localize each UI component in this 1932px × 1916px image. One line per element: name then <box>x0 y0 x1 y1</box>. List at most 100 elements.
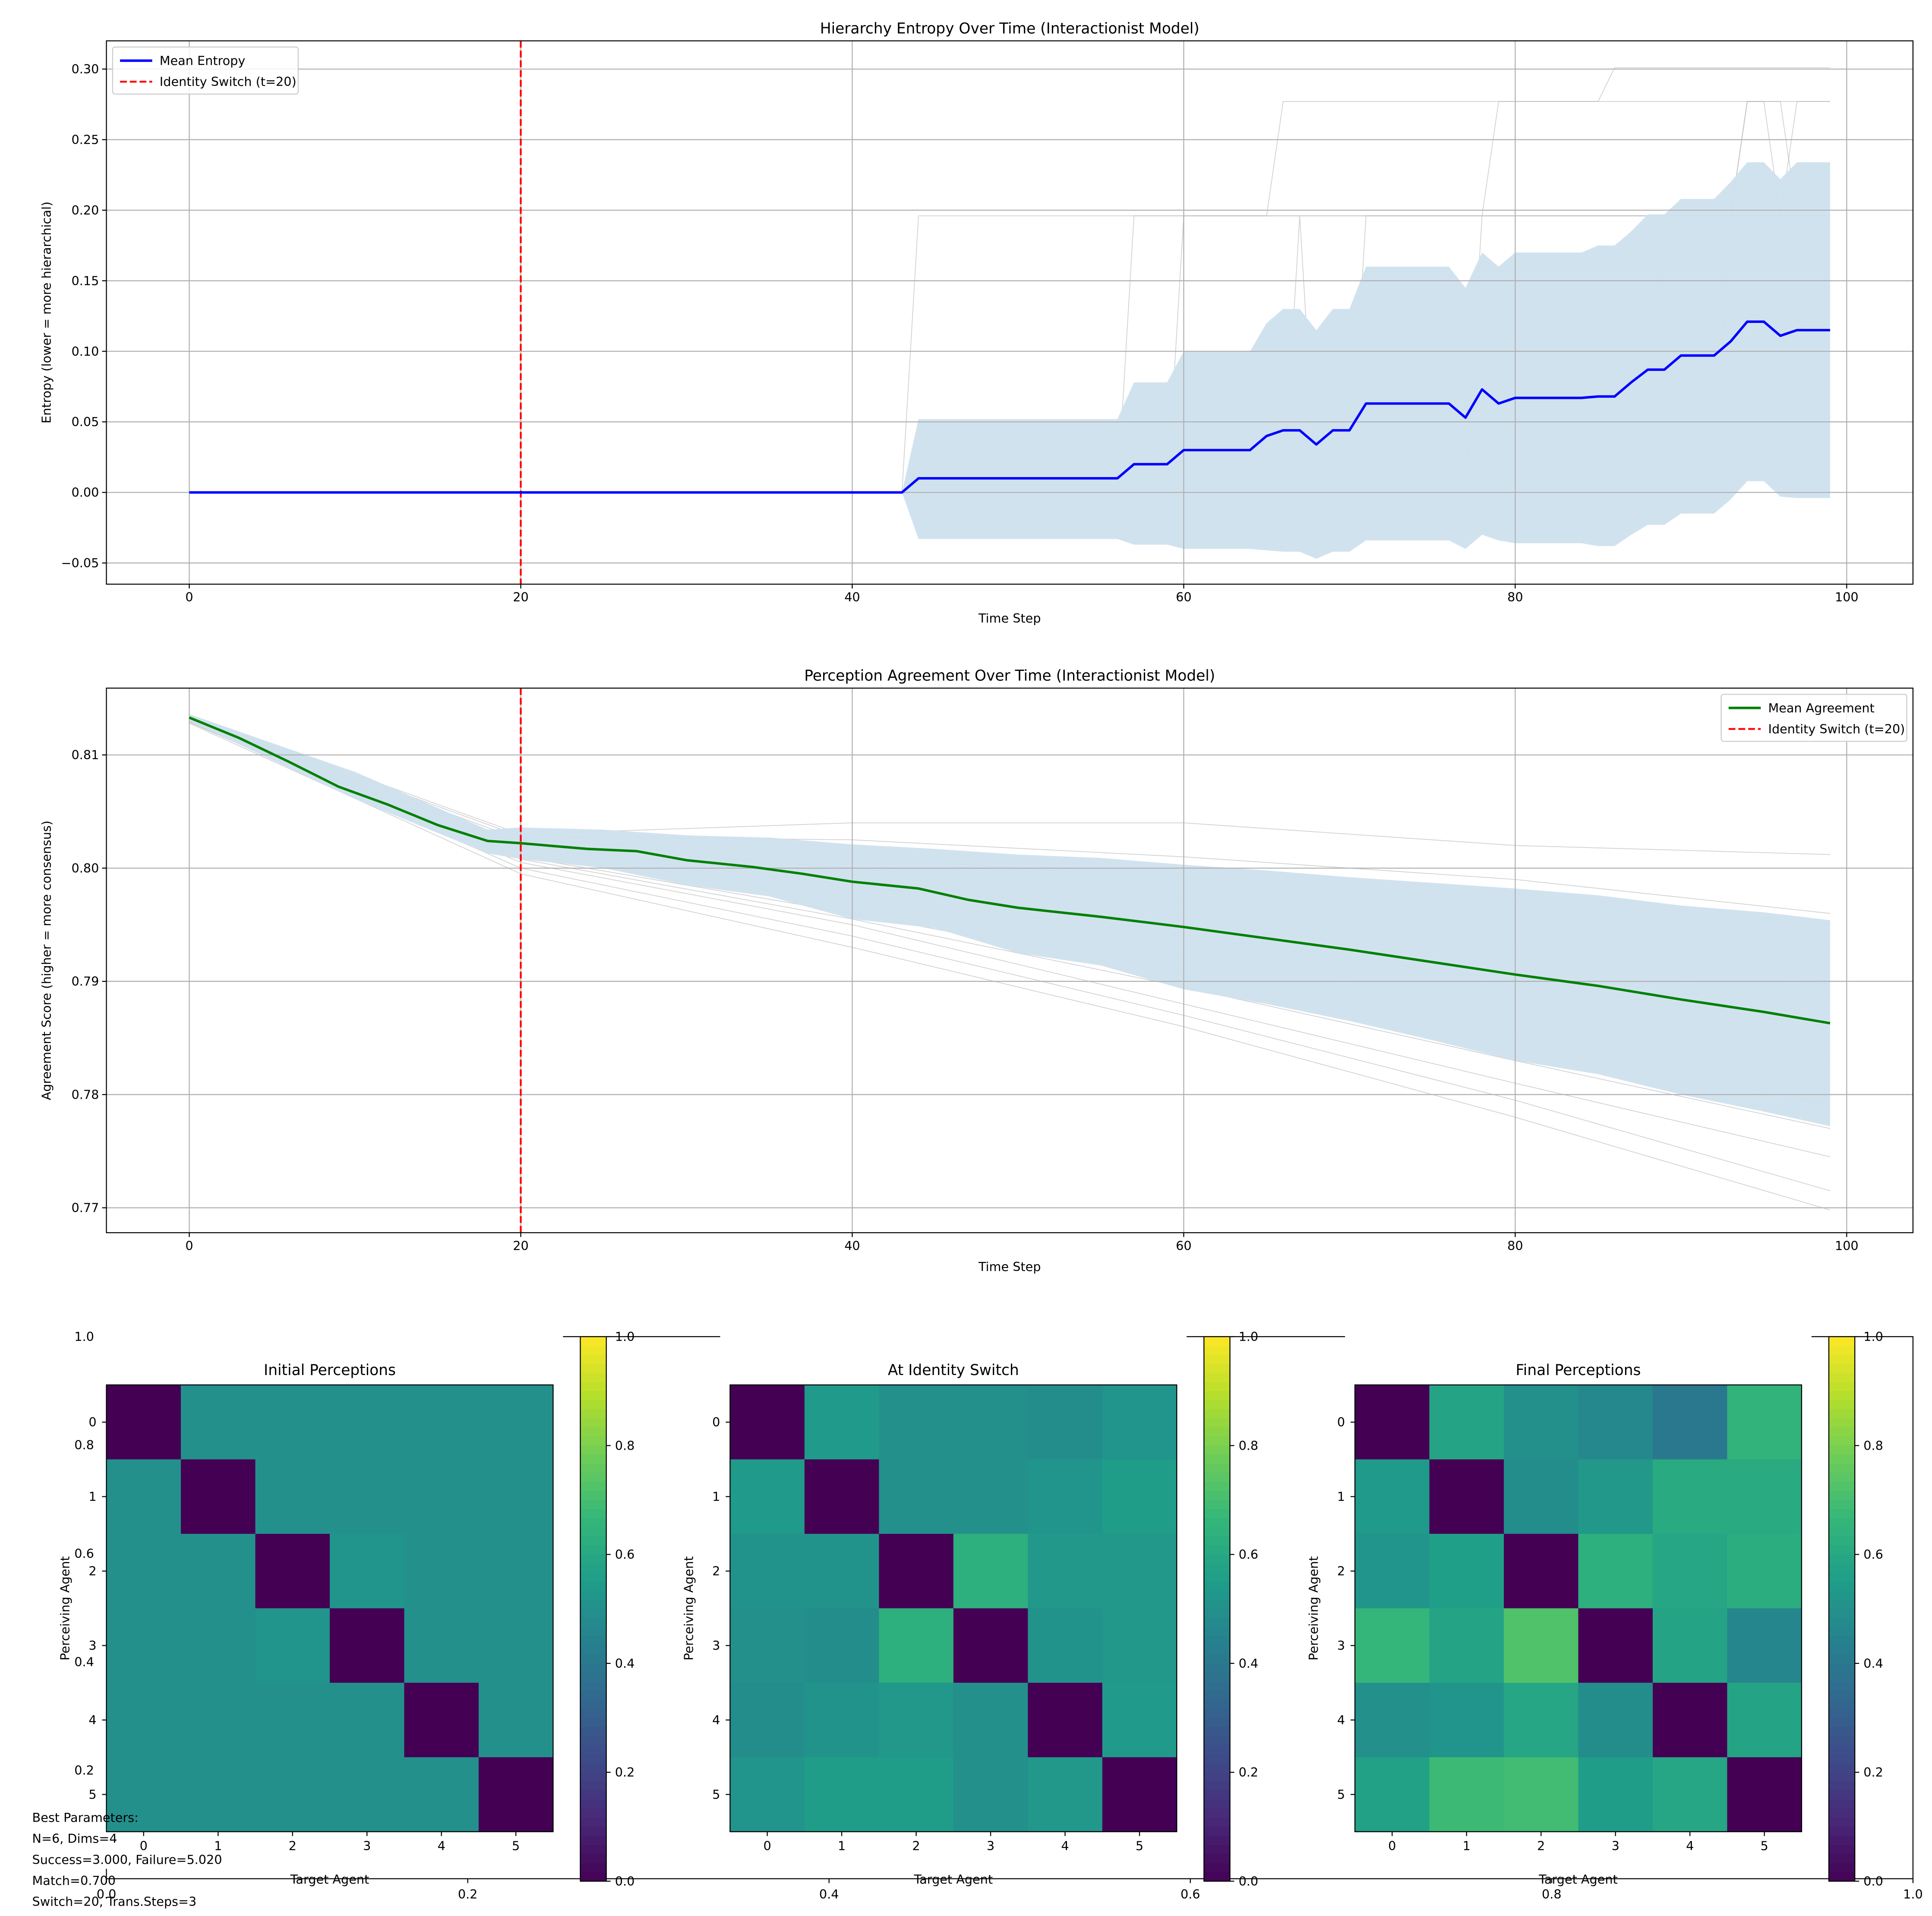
switch-cell-3-5 <box>1102 1608 1178 1683</box>
final-cell-5-2 <box>1503 1757 1579 1832</box>
final-cell-0-3 <box>1578 1385 1653 1460</box>
switch-cell-3-1 <box>804 1608 880 1683</box>
initial-cell-0-2 <box>255 1385 330 1460</box>
switch-ytick-label-5: 5 <box>712 1787 720 1802</box>
initial-cell-1-0 <box>106 1459 181 1534</box>
switch-colorbar-frame <box>1203 1336 1231 1882</box>
initial-colorbar-step-14 <box>580 1464 606 1473</box>
overlay-xtick-label-3: 0.6 <box>1181 1887 1200 1902</box>
initial-cell-0-3 <box>329 1385 405 1460</box>
initial-colorbar-step-22 <box>580 1536 606 1546</box>
final-cell-1-4 <box>1652 1459 1728 1534</box>
params-line-1: N=6, Dims=4 <box>32 1831 117 1846</box>
initial-colorbar-step-23 <box>580 1545 606 1555</box>
switch-colorbar-step-53 <box>1204 1818 1230 1827</box>
initial-cell-2-1 <box>181 1533 256 1609</box>
initial-ytick-label-1: 1 <box>88 1489 96 1504</box>
initial-colorbar-step-40 <box>580 1699 606 1710</box>
initial-cell-2-4 <box>404 1533 479 1609</box>
final-cell-4-4 <box>1652 1682 1728 1758</box>
final-colorbar-step-5 <box>1828 1382 1855 1392</box>
initial-title: Initial Perceptions <box>264 1362 396 1379</box>
final-colorbar-step-26 <box>1828 1572 1855 1582</box>
final-cell-0-1 <box>1429 1385 1504 1460</box>
initial-cell-2-5 <box>478 1533 554 1609</box>
switch-cell-0-5 <box>1102 1385 1178 1460</box>
final-colorbar-step-19 <box>1828 1509 1855 1519</box>
final-xtick-label-1: 1 <box>1463 1839 1471 1853</box>
final-colorbar-label-5: 1.0 <box>1863 1329 1883 1344</box>
initial-colorbar-step-50 <box>580 1790 606 1800</box>
figure-root: 0 20 40 60 80 100−0.050.000.050.100.150.200.2… <box>32 20 1923 1909</box>
final-colorbar-step-37 <box>1828 1672 1855 1682</box>
initial-ytick-label-0: 0 <box>88 1415 96 1429</box>
initial-frame <box>106 1384 554 1832</box>
params-line-3: Match=0.700 <box>32 1873 116 1888</box>
final-cell-3-3 <box>1578 1608 1653 1683</box>
final-cell-0-4 <box>1652 1385 1728 1460</box>
final-colorbar-step-29 <box>1828 1600 1855 1609</box>
initial-colorbar-step-55 <box>580 1836 606 1846</box>
switch-colorbar-step-35 <box>1204 1654 1230 1664</box>
final-colorbar-step-57 <box>1828 1854 1855 1864</box>
initial-colorbar-step-21 <box>580 1527 606 1537</box>
switch-colorbar-step-14 <box>1204 1464 1230 1473</box>
agreement-ytick-label-3: 0.80 <box>72 861 99 876</box>
initial-colorbar-frame <box>580 1336 607 1882</box>
initial-colorbar-step-11 <box>580 1436 606 1446</box>
final-colorbar-step-56 <box>1828 1845 1855 1855</box>
switch-colorbar-step-17 <box>1204 1491 1230 1501</box>
switch-colorbar-step-44 <box>1204 1736 1230 1746</box>
switch-colorbar-step-47 <box>1204 1763 1230 1773</box>
initial-cell-5-1 <box>181 1757 256 1832</box>
switch-colorbar-label-2: 0.4 <box>1239 1656 1259 1671</box>
initial-colorbar-step-17 <box>580 1491 606 1501</box>
initial-cell-0-4 <box>404 1385 479 1460</box>
final-colorbar-step-2 <box>1828 1355 1855 1365</box>
final-ytick-label-2: 2 <box>1337 1564 1345 1578</box>
initial-xtick-label-3: 3 <box>363 1839 371 1853</box>
initial-colorbar-step-25 <box>580 1563 606 1573</box>
initial-colorbar-step-24 <box>580 1554 606 1564</box>
final-cell-4-2 <box>1503 1682 1579 1758</box>
final-colorbar-step-13 <box>1828 1454 1855 1464</box>
initial-cell-3-1 <box>181 1608 256 1683</box>
initial-colorbar-step-49 <box>580 1781 606 1791</box>
switch-colorbar-step-6 <box>1204 1391 1230 1401</box>
entropy-ytick-label-2: 0.05 <box>72 414 99 429</box>
final-colorbar-step-48 <box>1828 1772 1855 1782</box>
final-colorbar-step-36 <box>1828 1663 1855 1673</box>
final-colorbar-step-53 <box>1828 1818 1855 1827</box>
initial-colorbar-step-51 <box>580 1799 606 1809</box>
entropy-title: Hierarchy Entropy Over Time (Interaction… <box>820 20 1200 37</box>
switch-colorbar-step-2 <box>1204 1355 1230 1365</box>
agreement-xtick-label-2: 40 <box>844 1238 860 1253</box>
initial-colorbar-step-44 <box>580 1736 606 1746</box>
entropy-chart: 0 20 40 60 80 100 −0.05 0.00 0.05 0.10 0.15 0.20 0.2… <box>39 20 1914 626</box>
final-colorbar-step-42 <box>1828 1717 1855 1728</box>
overlay-xtick-label-2: 0.4 <box>819 1887 839 1902</box>
initial-colorbar-step-59 <box>580 1872 606 1882</box>
switch-title: At Identity Switch <box>888 1362 1019 1379</box>
entropy-ytick-label-0: −0.05 <box>61 556 99 570</box>
switch-ytick-label-4: 4 <box>712 1713 720 1727</box>
switch-cell-3-2 <box>879 1608 954 1683</box>
final-cell-1-0 <box>1355 1459 1430 1534</box>
initial-colorbar-step-10 <box>580 1427 606 1437</box>
switch-cell-5-4 <box>1028 1757 1103 1832</box>
initial-cell-1-5 <box>478 1459 554 1534</box>
agreement-xtick-label-4: 80 <box>1507 1238 1523 1253</box>
agreement-mean-line <box>189 716 1831 1024</box>
switch-colorbar-step-16 <box>1204 1482 1230 1492</box>
initial-colorbar-step-27 <box>580 1581 606 1591</box>
switch-colorbar-step-25 <box>1204 1563 1230 1573</box>
initial-cell-3-0 <box>106 1608 181 1683</box>
final-cell-4-1 <box>1429 1682 1504 1758</box>
initial-colorbar-step-48 <box>580 1772 606 1782</box>
agreement-ytick-label-1: 0.78 <box>72 1087 99 1102</box>
switch-colorbar-step-11 <box>1204 1436 1230 1446</box>
overlay-xtick-label-4: 0.8 <box>1542 1887 1562 1902</box>
initial-ytick-label-5: 5 <box>88 1787 96 1802</box>
entropy-xtick-label-3: 60 <box>1176 590 1191 604</box>
switch-colorbar-step-50 <box>1204 1790 1230 1800</box>
